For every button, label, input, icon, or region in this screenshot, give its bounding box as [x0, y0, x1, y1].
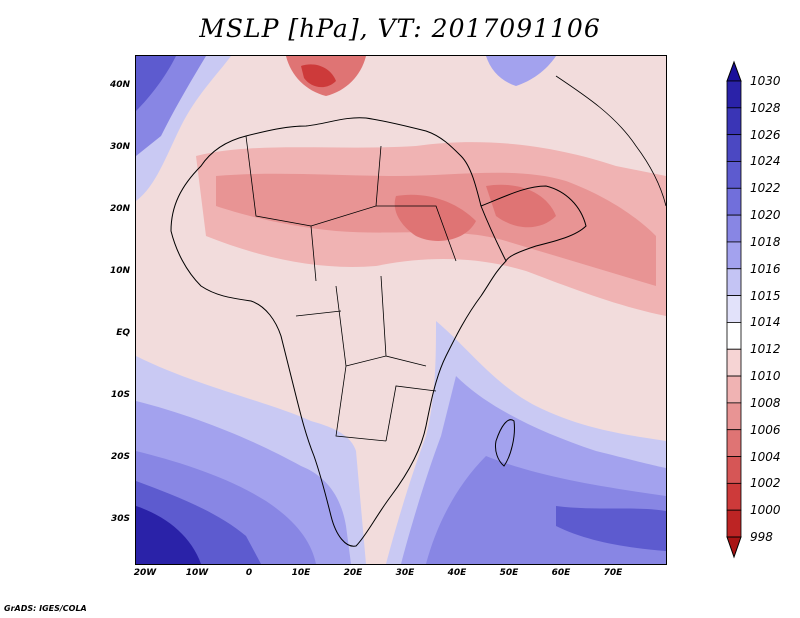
- lat-label-40n: 40N: [109, 80, 130, 90]
- colorbar-segment: [726, 134, 742, 162]
- colorbar-label: 1030: [750, 74, 781, 88]
- credit-text: GrADS: IGES/COLA: [4, 604, 87, 613]
- lat-label-30n: 30N: [109, 142, 130, 152]
- lat-label-20s: 20S: [110, 452, 130, 462]
- colorbar-segment: [726, 295, 742, 323]
- colorbar-segment: [726, 456, 742, 484]
- colorbar-label: 998: [750, 530, 773, 544]
- colorbar-label: 1004: [750, 449, 781, 464]
- country-borders: [245, 135, 457, 442]
- colorbar-segment: [726, 80, 742, 109]
- colorbar-segment: [726, 187, 742, 216]
- lon-label-20w: 20W: [133, 568, 157, 578]
- lon-label-30e: 30E: [395, 568, 415, 578]
- colorbar-segment: [726, 214, 742, 243]
- colorbar-segment: [726, 322, 742, 350]
- colorbar-label: 1010: [750, 369, 781, 384]
- colorbar-bottom-arrow: [726, 536, 742, 559]
- colorbar-segment: [726, 402, 742, 431]
- lon-label-40e: 40E: [447, 568, 467, 578]
- lat-label-30s: 30S: [110, 514, 130, 524]
- colorbar-segment: [726, 241, 742, 270]
- colorbar-segment: [726, 509, 742, 538]
- asia-coastline: [555, 75, 666, 207]
- colorbar-segment: [726, 375, 742, 404]
- colorbar-segment: [726, 268, 742, 296]
- chart-title: MSLP [hPa], VT: 2017091106: [199, 14, 601, 43]
- colorbar-label: 1000: [750, 503, 781, 518]
- arabia-coastline: [480, 185, 587, 262]
- colorbar-label: 1012: [750, 342, 781, 357]
- shade-1022-east: [556, 506, 666, 551]
- lon-label-10w: 10W: [185, 568, 209, 578]
- colorbar-label: 1020: [750, 208, 781, 223]
- colorbar-label: 1008: [750, 395, 781, 410]
- colorbar-label: 1028: [750, 100, 781, 115]
- colorbar-svg: [726, 60, 742, 559]
- colorbar-segment: [726, 161, 742, 189]
- colorbar-label: 1022: [750, 181, 781, 196]
- colorbar-segment: [726, 348, 742, 377]
- madagascar-coastline: [495, 419, 515, 467]
- shade-ne-1016: [486, 56, 556, 86]
- colorbar-segments: [726, 80, 742, 538]
- shade-1028-west: [136, 506, 201, 564]
- colorbar-label: 1015: [750, 288, 781, 303]
- colorbar-label: 1016: [750, 261, 781, 276]
- pressure-map[interactable]: [135, 55, 667, 565]
- colorbar-label: 1002: [750, 476, 781, 491]
- africa-coastline: [170, 117, 507, 547]
- colorbar-label: 1024: [750, 154, 781, 169]
- lon-label-20e: 20E: [343, 568, 363, 578]
- colorbar-label: 1014: [750, 315, 781, 330]
- lon-label-50e: 50E: [499, 568, 519, 578]
- shade-1000-med: [301, 64, 336, 88]
- colorbar-top-arrow: [726, 60, 742, 82]
- colorbar-label: 1026: [750, 127, 781, 142]
- shade-1004-arabia: [486, 184, 556, 228]
- colorbar-segment: [726, 482, 742, 511]
- colorbar-segment: [726, 429, 742, 457]
- colorbar-label: 1018: [750, 234, 781, 249]
- lat-label-eq: EQ: [116, 328, 130, 338]
- lon-label-10e: 10E: [291, 568, 311, 578]
- colorbar-segment: [726, 107, 742, 136]
- lon-label-60e: 60E: [551, 568, 571, 578]
- lat-label-20n: 20N: [109, 204, 130, 214]
- colorbar-label: 1006: [750, 422, 781, 437]
- shade-nw-1022: [136, 56, 176, 111]
- map-svg: [136, 56, 666, 564]
- lat-label-10s: 10S: [110, 390, 130, 400]
- lat-label-10n: 10N: [109, 266, 130, 276]
- lon-label-70e: 70E: [603, 568, 623, 578]
- lon-label-0: 0: [245, 568, 253, 578]
